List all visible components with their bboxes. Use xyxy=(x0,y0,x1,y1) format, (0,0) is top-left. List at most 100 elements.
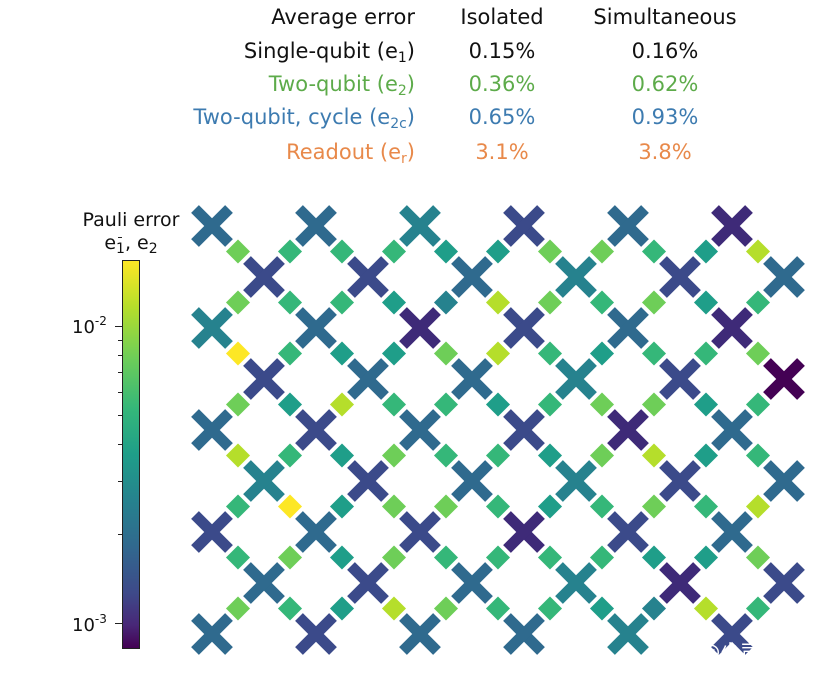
qubit-cross xyxy=(555,562,597,604)
qubit-cross xyxy=(243,562,285,604)
coupler-diamond xyxy=(432,442,460,469)
coupler-diamond xyxy=(692,238,720,265)
colorbar-tick-minor xyxy=(118,534,122,535)
coupler-diamond xyxy=(276,340,304,367)
coupler-diamond xyxy=(224,238,252,265)
coupler-diamond xyxy=(744,544,772,571)
coupler-diamond xyxy=(276,493,304,520)
coupler-diamond xyxy=(276,595,304,622)
colorbar-label-1e-2: 10-2 xyxy=(72,314,107,338)
qubit-cross xyxy=(659,358,701,400)
coupler-diamond xyxy=(328,391,356,418)
qubit-cross xyxy=(295,307,337,349)
coupler-diamond xyxy=(380,544,408,571)
colorbar-title: Pauli error e1, e2 xyxy=(62,209,200,261)
coupler-diamond xyxy=(744,391,772,418)
coupler-diamond xyxy=(276,391,304,418)
colorbar-label-1e-3: 10-3 xyxy=(72,612,107,636)
coupler-diamond xyxy=(588,493,616,520)
coupler-diamond xyxy=(692,442,720,469)
qubit-cross xyxy=(711,409,753,451)
coupler-diamond xyxy=(432,340,460,367)
coupler-diamond xyxy=(692,493,720,520)
qubit-cross xyxy=(555,256,597,298)
qubit-cross xyxy=(503,205,545,247)
single-qubit-isolated: 0.15% xyxy=(468,39,536,63)
coupler-diamond xyxy=(484,391,512,418)
coupler-diamond xyxy=(380,595,408,622)
two-qubit-cycle-simultaneous: 0.93% xyxy=(631,105,699,129)
coupler-diamond xyxy=(380,493,408,520)
qubit-cross xyxy=(555,460,597,502)
colorbar-tick-minor xyxy=(118,340,122,341)
coupler-diamond xyxy=(640,340,668,367)
coupler-diamond xyxy=(536,391,564,418)
readout-simultaneous: 3.8% xyxy=(638,140,692,164)
row-label-two-qubit: Two-qubit (e2) xyxy=(268,72,415,99)
coupler-diamond xyxy=(692,289,720,316)
colorbar-tick-minor xyxy=(118,392,122,393)
coupler-diamond xyxy=(744,442,772,469)
coupler-diamond xyxy=(224,391,252,418)
coupler-diamond xyxy=(432,595,460,622)
colorbar-tick-minor xyxy=(118,481,122,482)
qubit-cross xyxy=(191,205,233,247)
two-qubit-cycle-isolated: 0.65% xyxy=(468,105,536,129)
qubit-cross xyxy=(659,562,701,604)
qubit-cross xyxy=(243,460,285,502)
coupler-diamond xyxy=(380,340,408,367)
coupler-diamond xyxy=(536,442,564,469)
coupler-diamond xyxy=(588,544,616,571)
readout-isolated: 3.1% xyxy=(475,140,529,164)
coupler-diamond xyxy=(744,340,772,367)
qubit-cross xyxy=(555,358,597,400)
coupler-diamond xyxy=(640,493,668,520)
coupler-diamond xyxy=(224,340,252,367)
coupler-diamond xyxy=(328,544,356,571)
colorbar-tick-minor xyxy=(118,237,122,238)
qubit-cross xyxy=(763,256,805,298)
coupler-diamond xyxy=(276,544,304,571)
coupler-diamond xyxy=(484,238,512,265)
coupler-diamond xyxy=(432,391,460,418)
qubit-cross xyxy=(659,460,701,502)
qubit-cross xyxy=(763,562,805,604)
coupler-diamond xyxy=(328,493,356,520)
qubit-cross xyxy=(607,511,649,553)
watermark: 知乎 @少司命 xyxy=(654,640,781,664)
qubit-cross xyxy=(451,562,493,604)
qubit-cross xyxy=(191,613,233,655)
error-summary-table: Average error Isolated Simultaneous Sing… xyxy=(0,0,828,175)
row-label-single-qubit: Single-qubit (e1) xyxy=(243,39,415,66)
coupler-diamond xyxy=(588,391,616,418)
coupler-diamond xyxy=(432,289,460,316)
coupler-diamond xyxy=(432,238,460,265)
coupler-diamond xyxy=(328,289,356,316)
qubit-cross xyxy=(607,205,649,247)
coupler-diamond xyxy=(640,289,668,316)
header-isolated: Isolated xyxy=(460,5,544,29)
colorbar-tick-minor xyxy=(118,415,122,416)
coupler-diamond xyxy=(744,493,772,520)
coupler-diamond xyxy=(640,544,668,571)
coupler-diamond xyxy=(224,493,252,520)
coupler-diamond xyxy=(588,238,616,265)
qubit-cross xyxy=(295,511,337,553)
coupler-diamond xyxy=(640,238,668,265)
coupler-diamond xyxy=(692,340,720,367)
qubit-cross xyxy=(399,205,441,247)
row-label-two-qubit-cycle: Two-qubit, cycle (e2c) xyxy=(193,105,415,132)
coupler-diamond xyxy=(536,544,564,571)
coupler-diamond xyxy=(692,595,720,622)
coupler-diamond xyxy=(536,595,564,622)
coupler-diamond xyxy=(588,442,616,469)
coupler-diamond xyxy=(432,493,460,520)
coupler-diamond xyxy=(744,595,772,622)
colorbar-title-line1: Pauli error xyxy=(82,209,180,231)
coupler-diamond xyxy=(224,442,252,469)
coupler-diamond xyxy=(224,544,252,571)
single-qubit-simultaneous: 0.16% xyxy=(631,39,699,63)
qubit-cross xyxy=(451,358,493,400)
colorbar-title-line2: e1, e2 xyxy=(104,232,158,257)
coupler-diamond xyxy=(640,595,668,622)
